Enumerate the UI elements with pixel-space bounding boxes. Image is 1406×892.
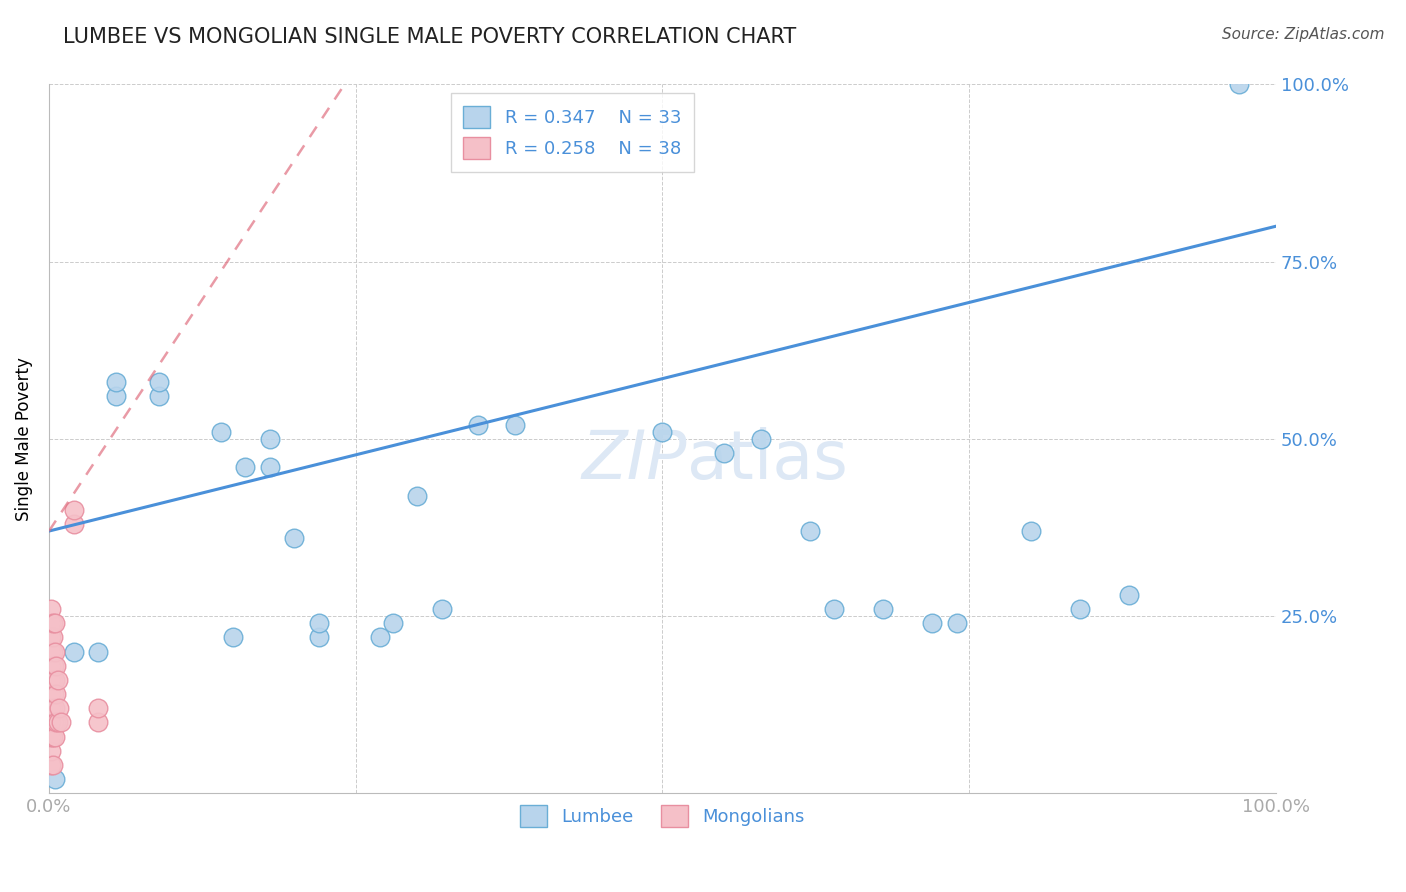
Point <box>1118 588 1140 602</box>
Point <box>105 389 128 403</box>
Point <box>41 644 63 658</box>
Point <box>259 432 281 446</box>
Point <box>44 644 66 658</box>
Point <box>87 644 110 658</box>
Legend: Lumbee, Mongolians: Lumbee, Mongolians <box>513 797 813 834</box>
Point <box>44 673 66 687</box>
Point <box>233 460 256 475</box>
Point <box>41 631 63 645</box>
Point <box>308 631 330 645</box>
Point <box>87 701 110 715</box>
Point <box>209 425 232 439</box>
Point <box>651 425 673 439</box>
Point <box>368 631 391 645</box>
Point <box>308 616 330 631</box>
Point <box>41 644 63 658</box>
Point <box>41 715 63 730</box>
Y-axis label: Single Male Poverty: Single Male Poverty <box>15 357 32 521</box>
Point <box>44 772 66 787</box>
Point <box>41 602 63 616</box>
Point <box>46 715 69 730</box>
Point <box>41 730 63 744</box>
Point <box>946 616 969 631</box>
Point <box>42 715 65 730</box>
Point <box>148 389 170 403</box>
Point <box>41 701 63 715</box>
Point <box>799 524 821 538</box>
Point <box>44 616 66 631</box>
Point <box>42 658 65 673</box>
Point <box>62 516 84 531</box>
Point <box>45 715 67 730</box>
Point <box>45 658 67 673</box>
Point <box>1227 78 1250 92</box>
Point <box>713 446 735 460</box>
Text: ZIP: ZIP <box>582 427 688 493</box>
Point <box>48 701 70 715</box>
Point <box>1019 524 1042 538</box>
Point <box>41 673 63 687</box>
Point <box>749 432 772 446</box>
Point <box>41 631 63 645</box>
Point <box>42 687 65 701</box>
Point <box>1069 602 1091 616</box>
Point <box>259 460 281 475</box>
Point <box>62 503 84 517</box>
Point <box>62 644 84 658</box>
Point <box>44 730 66 744</box>
Point <box>51 715 73 730</box>
Point <box>44 701 66 715</box>
Point <box>41 758 63 772</box>
Point <box>823 602 845 616</box>
Text: Source: ZipAtlas.com: Source: ZipAtlas.com <box>1222 27 1385 42</box>
Point <box>467 417 489 432</box>
Point <box>41 730 63 744</box>
Text: atlas: atlas <box>688 427 848 493</box>
Point <box>41 616 63 631</box>
Point <box>45 687 67 701</box>
Point <box>872 602 894 616</box>
Point <box>41 687 63 701</box>
Point <box>46 673 69 687</box>
Point <box>406 489 429 503</box>
Point <box>430 602 453 616</box>
Point <box>41 658 63 673</box>
Point <box>921 616 943 631</box>
Point <box>87 715 110 730</box>
Point <box>41 758 63 772</box>
Point <box>41 673 63 687</box>
Point <box>41 744 63 758</box>
Point <box>283 531 305 545</box>
Point <box>41 616 63 631</box>
Point <box>148 375 170 389</box>
Text: LUMBEE VS MONGOLIAN SINGLE MALE POVERTY CORRELATION CHART: LUMBEE VS MONGOLIAN SINGLE MALE POVERTY … <box>63 27 797 46</box>
Point <box>105 375 128 389</box>
Point <box>222 631 245 645</box>
Point <box>503 417 526 432</box>
Point <box>41 701 63 715</box>
Point <box>381 616 404 631</box>
